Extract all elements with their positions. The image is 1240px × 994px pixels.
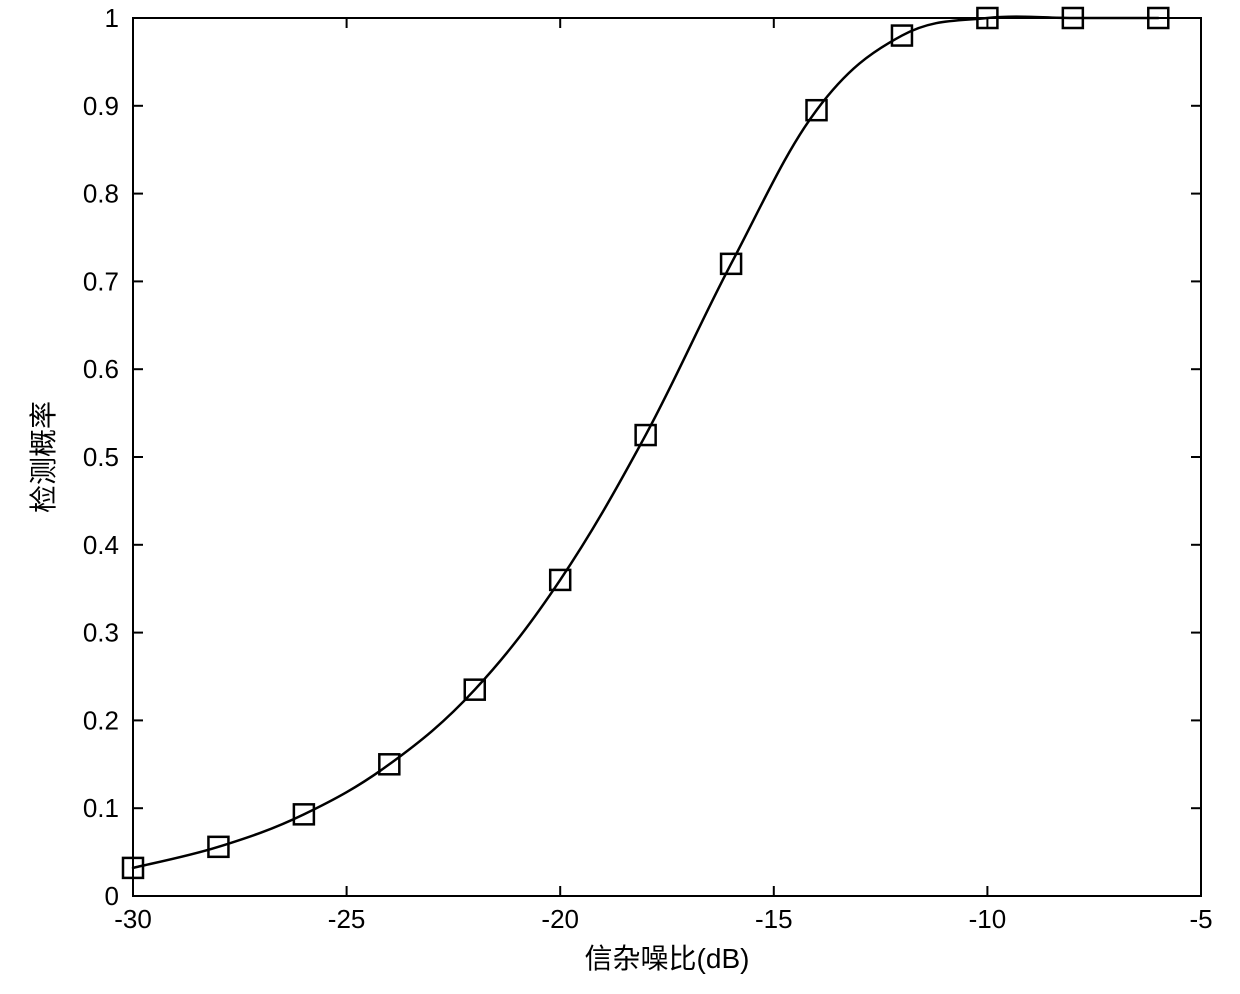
x-tick-label: -30 [114, 904, 152, 934]
y-tick-label: 0 [105, 881, 119, 911]
data-line [133, 17, 1158, 868]
x-tick-label: -5 [1189, 904, 1212, 934]
y-tick-label: 0.7 [83, 266, 119, 296]
y-axis-label: 检测概率 [28, 401, 59, 513]
y-tick-label: 0.8 [83, 179, 119, 209]
line-chart: -30 -25 -20 -15 -10 -5 0 0.1 0.2 0.3 0.4 0.5 0.6 0.7 0… [0, 0, 1240, 994]
plot-box [133, 18, 1201, 896]
chart-container: -30 -25 -20 -15 -10 -5 0 0.1 0.2 0.3 0.4 0.5 0.6 0.7 0… [0, 0, 1240, 994]
x-axis-label: 信杂噪比(dB) [585, 943, 750, 974]
y-tick-label: 0.2 [83, 705, 119, 735]
x-tick-label: -20 [541, 904, 579, 934]
y-tick-label: 0.4 [83, 530, 119, 560]
x-tick-label: -10 [969, 904, 1007, 934]
y-tick-label: 0.5 [83, 442, 119, 472]
y-tick-label: 1 [105, 3, 119, 33]
y-tick-label: 0.6 [83, 354, 119, 384]
x-tick-label: -25 [328, 904, 366, 934]
y-tick-label: 0.9 [83, 91, 119, 121]
y-tick-label: 0.1 [83, 793, 119, 823]
y-tick-label: 0.3 [83, 618, 119, 648]
x-tick-label: -15 [755, 904, 793, 934]
